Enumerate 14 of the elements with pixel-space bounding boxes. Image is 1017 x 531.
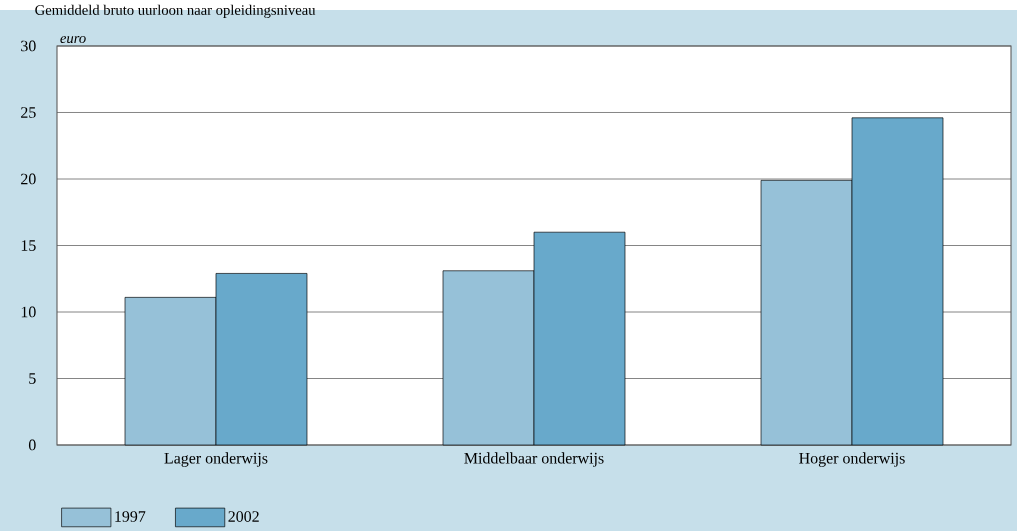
x-tick-label: Middelbaar onderwijs <box>464 452 604 467</box>
x-tick-label: Lager onderwijs <box>164 452 268 467</box>
y-tick-label: 15 <box>21 240 36 251</box>
y-tick-label: 30 <box>21 40 36 52</box>
x-tick-label: Hoger onderwijs <box>799 452 905 467</box>
y-tick-label: 5 <box>29 373 36 384</box>
chart-title: Gemiddeld bruto uurloon naar opleidingsniveau <box>35 4 316 18</box>
y-tick-label: 25 <box>21 107 36 118</box>
y-tick-label: 10 <box>21 306 36 318</box>
y-axis-title: euro <box>60 36 86 44</box>
legend-label: 2002 <box>228 511 259 522</box>
y-tick-label: 20 <box>21 173 36 185</box>
y-tick-label: 0 <box>28 439 36 451</box>
legend-label: 1997 <box>115 511 146 522</box>
